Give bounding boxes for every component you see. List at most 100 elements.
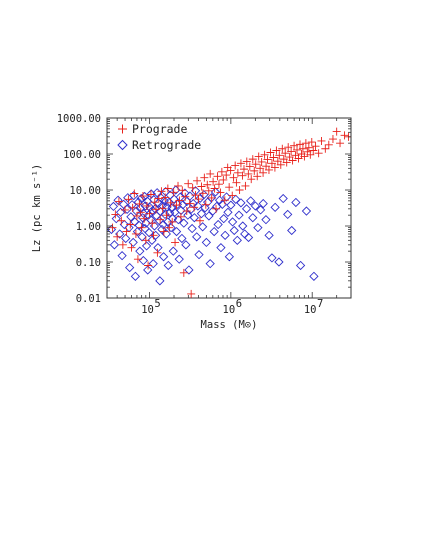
- prograde-point: [118, 240, 127, 249]
- prograde-point: [212, 204, 221, 213]
- prograde-point: [210, 184, 219, 193]
- prograde-point: [298, 144, 307, 153]
- retrograde-point: [187, 223, 197, 234]
- prograde-point: [138, 192, 147, 201]
- prograde-point: [269, 153, 278, 162]
- retrograde-point: [171, 226, 182, 237]
- prograde-point: [124, 195, 133, 204]
- retrograde-point: [283, 209, 293, 220]
- prograde-point: [201, 200, 210, 209]
- prograde-point: [340, 131, 349, 140]
- prograde-point: [284, 143, 293, 152]
- retrograde-point: [147, 235, 157, 245]
- prograde-point: [206, 169, 215, 178]
- retrograde-point: [243, 232, 254, 243]
- prograde-point: [317, 136, 326, 145]
- prograde-point: [231, 161, 240, 170]
- retrograde-point: [159, 196, 169, 206]
- prograde-point: [198, 189, 207, 198]
- prograde-point: [165, 223, 174, 232]
- prograde-point: [288, 156, 297, 165]
- retrograde-point: [208, 206, 218, 216]
- legend-prograde-marker: [118, 124, 127, 134]
- x-tick-label-exponent: 6: [236, 298, 242, 310]
- prograde-point: [146, 190, 155, 199]
- retrograde-point: [216, 243, 226, 253]
- prograde-point: [151, 205, 160, 214]
- retrograde-point: [130, 217, 140, 227]
- prograde-point: [150, 198, 159, 207]
- retrograde-point: [309, 271, 319, 281]
- prograde-point: [162, 211, 171, 220]
- prograde-point: [300, 152, 309, 161]
- prograde-point: [203, 180, 212, 189]
- retrograde-point: [183, 210, 193, 220]
- prograde-point: [276, 160, 285, 169]
- prograde-point: [135, 199, 144, 208]
- prograde-point: [188, 183, 197, 192]
- retrograde-point: [301, 206, 312, 216]
- prograde-point: [209, 177, 218, 186]
- retrograde-point: [155, 276, 165, 286]
- prograde-point: [233, 168, 242, 177]
- retrograde-point: [138, 255, 149, 266]
- prograde-point: [309, 146, 318, 155]
- retrograde-point: [231, 194, 241, 204]
- prograde-point: [176, 212, 185, 221]
- prograde-point: [287, 147, 296, 156]
- retrograde-point: [371, 258, 379, 266]
- retrograde-point: [238, 221, 248, 231]
- prograde-point: [314, 149, 323, 158]
- prograde-point: [142, 201, 151, 210]
- y-tick-label: 0.10: [76, 257, 101, 269]
- legend-prograde-label: Prograde: [132, 122, 187, 136]
- prograde-point: [236, 159, 245, 168]
- retrograde-point: [144, 228, 154, 238]
- retrograde-point: [161, 187, 171, 197]
- prograde-point: [157, 187, 166, 196]
- retrograde-point: [198, 222, 208, 232]
- prograde-point: [179, 268, 188, 277]
- retrograde-point: [229, 225, 239, 236]
- prograde-point: [127, 243, 136, 252]
- prograde-point: [242, 157, 251, 166]
- retrograde-point: [258, 198, 268, 209]
- retrograde-point: [137, 232, 147, 242]
- retrograde-point: [210, 187, 221, 197]
- prograde-point: [156, 215, 165, 224]
- prograde-point: [187, 289, 196, 298]
- retrograde-point: [278, 193, 288, 204]
- prograde-point: [248, 155, 257, 164]
- retrograde-point: [209, 226, 219, 237]
- retrograde-point: [109, 240, 120, 250]
- prograde-point: [178, 186, 187, 195]
- prograde-point: [216, 188, 225, 197]
- prograde-point: [256, 164, 265, 173]
- prograde-point: [159, 227, 168, 236]
- retrograde-point: [223, 207, 233, 217]
- retrograde-point: [121, 233, 131, 244]
- retrograde-point: [192, 232, 202, 242]
- prograde-point: [304, 143, 313, 152]
- retrograde-point: [166, 223, 176, 233]
- retrograde-point: [227, 217, 238, 227]
- prograde-point: [293, 145, 302, 154]
- prograde-point: [136, 208, 145, 217]
- prograde-point: [278, 144, 287, 153]
- prograde-point: [141, 236, 150, 245]
- retrograde-point: [168, 246, 178, 256]
- prograde-point: [247, 175, 256, 184]
- prograde-point: [197, 182, 206, 191]
- prograde-point: [154, 194, 163, 203]
- retrograde-point: [175, 192, 185, 202]
- prograde-point: [267, 159, 276, 168]
- prograde-point: [264, 165, 273, 174]
- prograde-point: [282, 158, 291, 167]
- prograde-point: [121, 205, 130, 214]
- prograde-point: [185, 199, 194, 208]
- retrograde-point: [291, 197, 301, 208]
- retrograde-point: [181, 240, 191, 250]
- retrograde-point: [194, 250, 204, 260]
